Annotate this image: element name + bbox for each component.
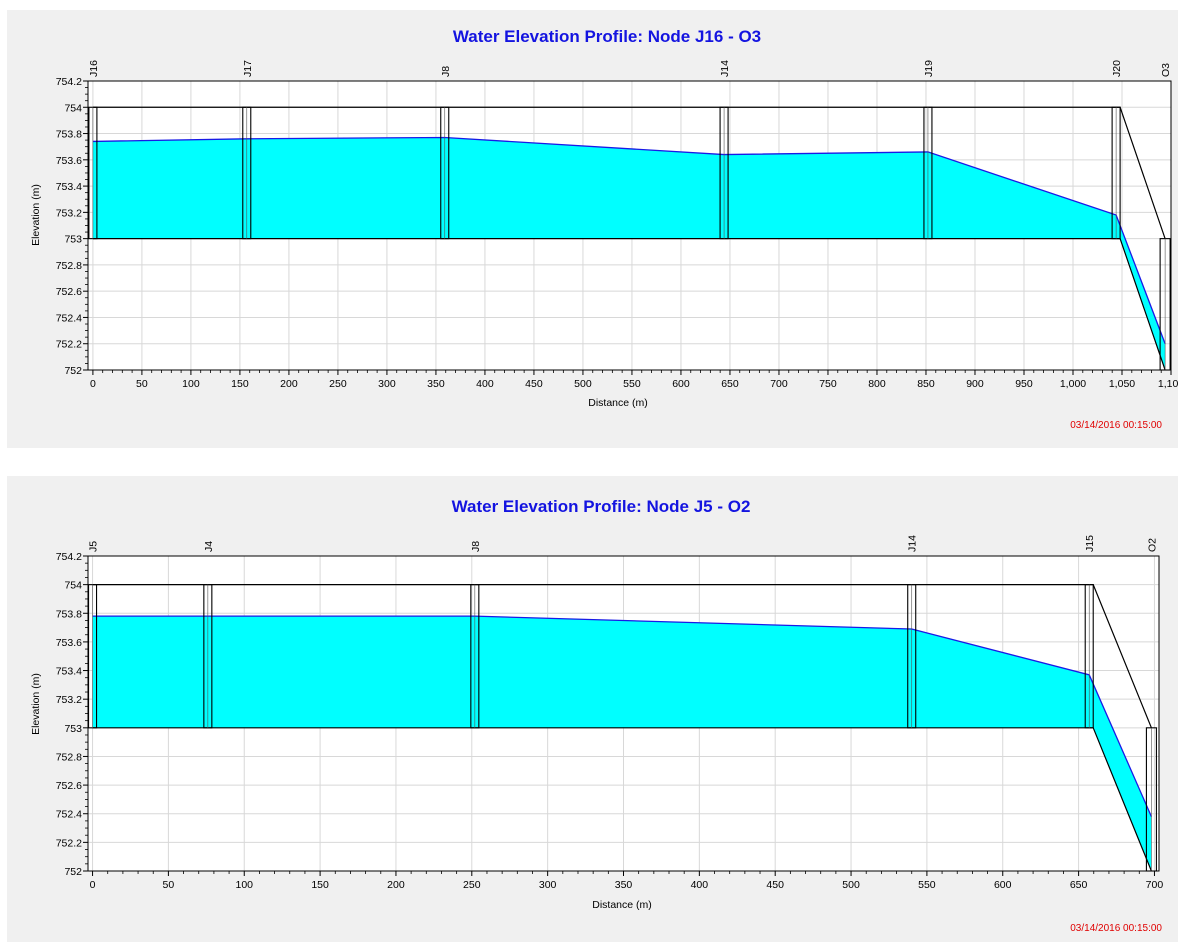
node-label-o2: O2 [1146, 538, 1158, 552]
node-label-j15: J15 [1084, 535, 1096, 552]
timestamp: 03/14/2016 00:15:00 [1070, 420, 1162, 431]
x-tick-label: 50 [163, 879, 175, 891]
y-tick-label: 752 [64, 365, 82, 377]
x-tick-label: 650 [721, 378, 739, 390]
x-tick-label: 550 [623, 378, 641, 390]
y-tick-label: 752.8 [56, 751, 82, 763]
y-tick-label: 754.2 [56, 76, 82, 88]
x-tick-label: 400 [691, 879, 709, 891]
x-tick-label: 700 [1146, 879, 1164, 891]
y-tick-label: 754 [64, 580, 82, 592]
node-label-j20: J20 [1111, 60, 1123, 77]
x-tick-label: 450 [766, 879, 784, 891]
x-tick-label: 350 [615, 879, 633, 891]
x-tick-label: 950 [1015, 378, 1033, 390]
x-tick-label: 600 [672, 378, 690, 390]
y-tick-label: 752.6 [56, 286, 82, 298]
water-area [92, 616, 1152, 871]
node-label-j8: J8 [440, 66, 452, 77]
x-tick-label: 500 [842, 879, 860, 891]
y-axis-label: Elevation (m) [30, 673, 42, 735]
node-label-j19: J19 [923, 60, 935, 77]
y-tick-label: 754 [64, 102, 82, 114]
x-tick-label: 300 [378, 378, 396, 390]
y-tick-label: 753.6 [56, 637, 82, 649]
y-tick-label: 753.4 [56, 666, 82, 678]
x-tick-label: 100 [182, 378, 200, 390]
x-tick-label: 650 [1070, 879, 1088, 891]
y-tick-label: 753.8 [56, 608, 82, 620]
y-tick-label: 752.6 [56, 780, 82, 792]
x-tick-label: 400 [476, 378, 494, 390]
y-tick-label: 753.6 [56, 155, 82, 167]
node-label-j16: J16 [88, 60, 100, 77]
plot-area [88, 555, 1159, 872]
x-tick-label: 850 [917, 378, 935, 390]
y-tick-label: 753 [64, 234, 82, 246]
x-tick-label: 900 [966, 378, 984, 390]
x-tick-label: 350 [427, 378, 445, 390]
x-tick-label: 50 [136, 378, 148, 390]
x-tick-label: 750 [819, 378, 837, 390]
timestamp: 03/14/2016 00:15:00 [1070, 923, 1162, 934]
x-tick-label: 200 [387, 879, 405, 891]
y-tick-label: 752 [64, 866, 82, 878]
node-label-o3: O3 [1160, 63, 1172, 77]
x-tick-label: 700 [770, 378, 788, 390]
x-tick-label: 800 [868, 378, 886, 390]
water-surface-line [92, 615, 1153, 817]
water-area [92, 137, 1166, 370]
y-tick-label: 753.4 [56, 181, 82, 193]
node-label-j4: J4 [203, 541, 215, 552]
x-tick-label: 450 [525, 378, 543, 390]
x-axis-label: Distance (m) [588, 397, 648, 409]
profile-panel-j5-o2: Water Elevation Profile: Node J5 - O2 Di… [7, 476, 1178, 942]
x-tick-label: 100 [235, 879, 253, 891]
node-label-j8: J8 [470, 541, 482, 552]
y-tick-label: 753.8 [56, 129, 82, 141]
x-tick-label: 150 [311, 879, 329, 891]
chart-title: Water Elevation Profile: Node J5 - O2 [452, 497, 751, 516]
x-tick-label: 300 [539, 879, 557, 891]
x-tick-label: 250 [329, 378, 347, 390]
y-tick-label: 752.4 [56, 312, 82, 324]
chart-title: Water Elevation Profile: Node J16 - O3 [453, 27, 761, 46]
x-tick-label: 1,000 [1060, 378, 1086, 390]
x-axis-label: Distance (m) [592, 899, 652, 911]
x-tick-label: 0 [90, 378, 96, 390]
node-label-j5: J5 [88, 541, 100, 552]
x-tick-label: 500 [574, 378, 592, 390]
x-tick-label: 1,050 [1109, 378, 1135, 390]
x-tick-label: 1,100 [1158, 378, 1178, 390]
y-tick-label: 752.8 [56, 260, 82, 272]
y-tick-label: 753.2 [56, 694, 82, 706]
x-tick-label: 250 [463, 879, 481, 891]
x-tick-label: 200 [280, 378, 298, 390]
profile-panel-j16-o3: Water Elevation Profile: Node J16 - O3 D… [7, 10, 1178, 448]
y-tick-label: 752.4 [56, 809, 82, 821]
plot-area [88, 80, 1172, 371]
y-tick-label: 752.2 [56, 837, 82, 849]
node-label-j17: J17 [242, 60, 254, 77]
node-label-j14: J14 [719, 60, 731, 77]
water-elevation-chart-j5-o2: Water Elevation Profile: Node J5 - O2 Di… [30, 497, 1164, 934]
x-tick-label: 150 [231, 378, 249, 390]
x-tick-label: 550 [918, 879, 936, 891]
y-tick-label: 754.2 [56, 551, 82, 563]
x-tick-label: 0 [90, 879, 96, 891]
y-tick-label: 753 [64, 723, 82, 735]
x-tick-label: 600 [994, 879, 1012, 891]
water-elevation-chart-j16-o3: Water Elevation Profile: Node J16 - O3 D… [30, 27, 1178, 431]
y-axis-label: Elevation (m) [30, 184, 42, 246]
y-tick-label: 752.2 [56, 339, 82, 351]
node-label-j14: J14 [907, 535, 919, 552]
y-tick-label: 753.2 [56, 207, 82, 219]
